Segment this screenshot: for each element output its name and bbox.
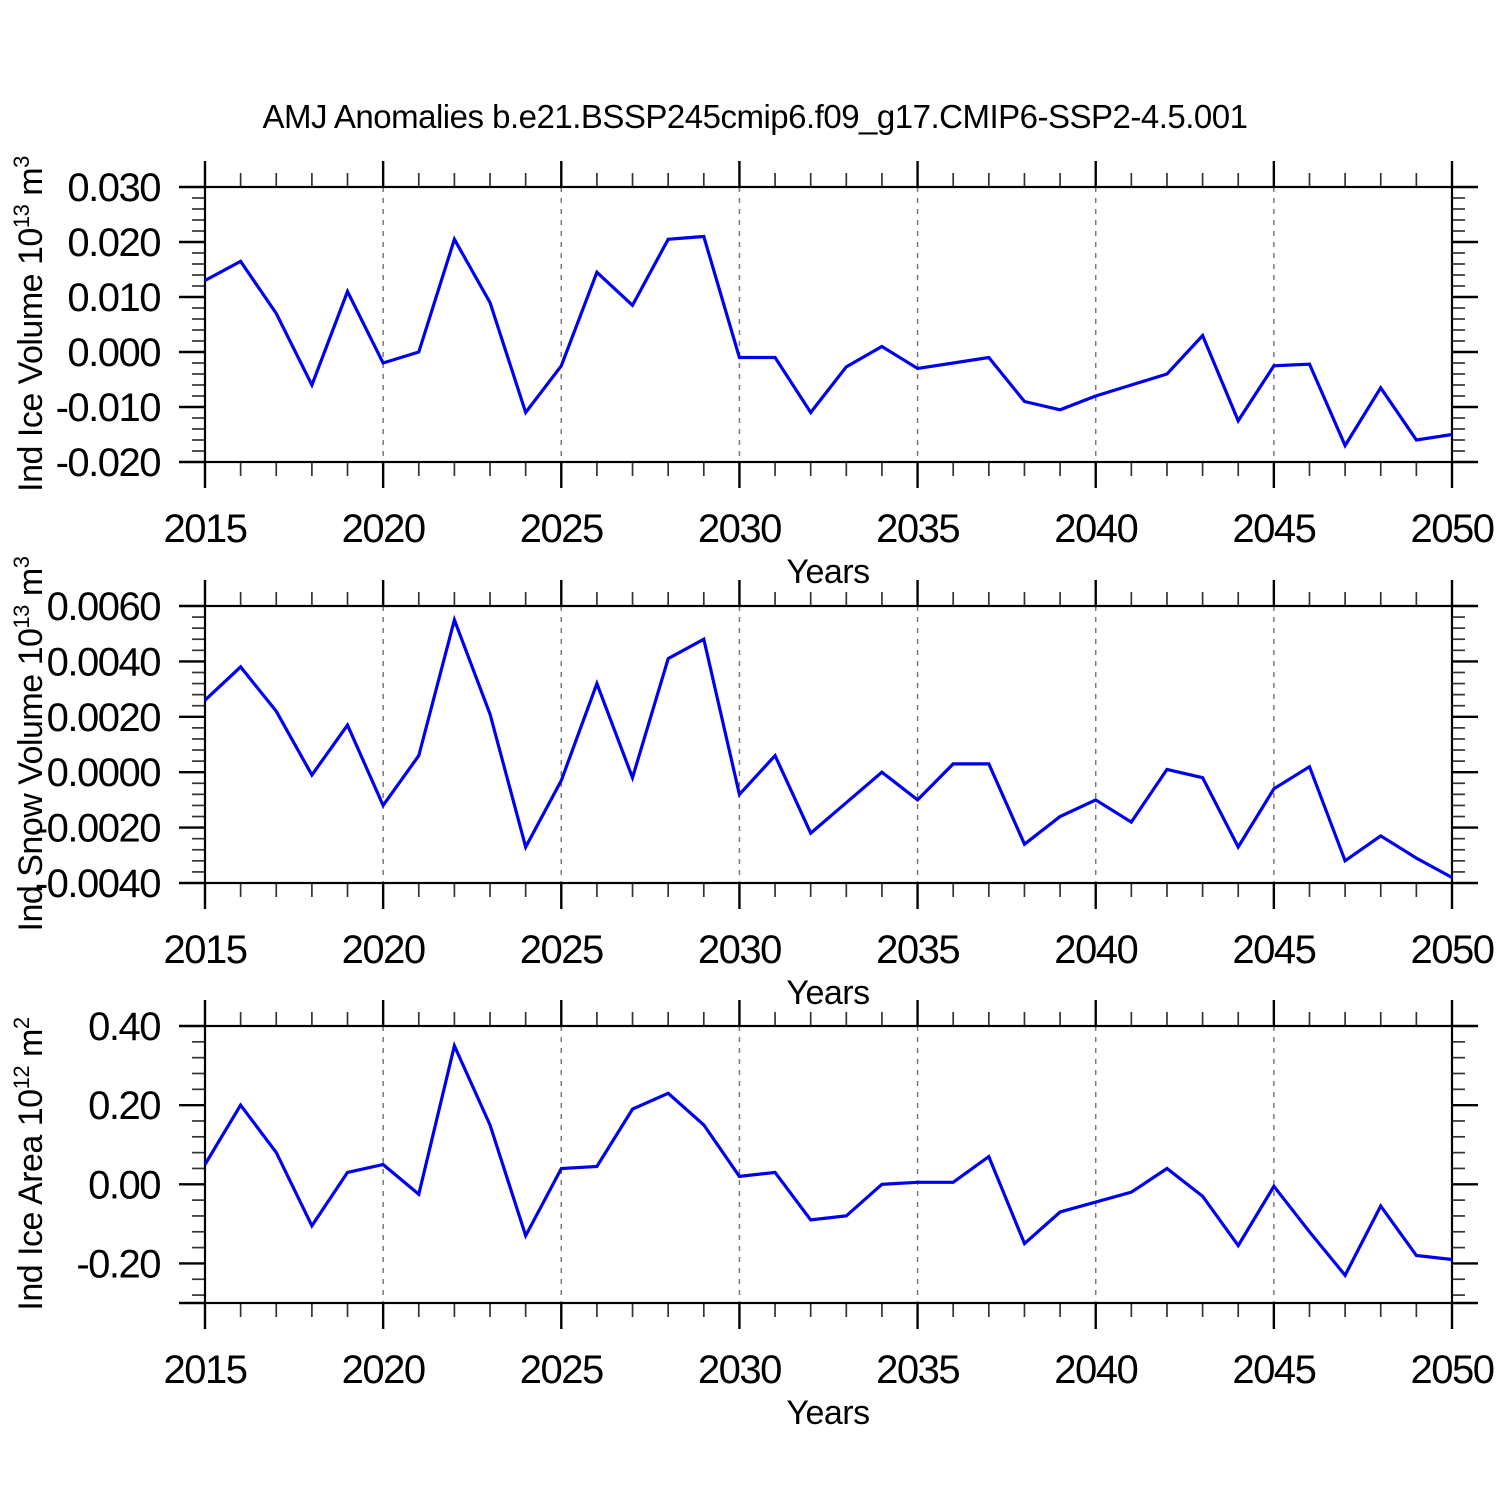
panel-ice-area: 0.40 0.20 0.00 -0.20 2015 2020 2025 2030 2035 204… [76, 1000, 1495, 1392]
y-axis-title-unit: m [12, 568, 50, 605]
x-tick-label: 2030 [698, 507, 781, 551]
x-axis-title-years-2: Years [786, 974, 869, 1012]
y-axis-title-text: Ind Snow Volume 10 [12, 629, 50, 932]
x-tick-label: 2025 [520, 928, 603, 972]
y-axis-title-exponent: 12 [9, 1066, 34, 1090]
plot-border [203, 185, 1454, 464]
x-axis-title-years-1: Years [786, 553, 869, 591]
y-axis-title-ice-area: Ind Ice Area 1012 m2 [9, 1017, 50, 1311]
x-tick-label: 2020 [342, 1348, 425, 1392]
y-axis-title-snow-volume: Ind Snow Volume 1013 m3 [9, 556, 50, 931]
x-tick-label: 2040 [1054, 507, 1137, 551]
y-tick-label: 0.20 [88, 1084, 160, 1128]
y-tick-label: 0.40 [88, 1005, 160, 1049]
x-tick-label: 2035 [876, 928, 959, 972]
x-tick-label: 2040 [1054, 1348, 1137, 1392]
series-line [203, 614, 1453, 879]
y-tick-label: -0.0040 [35, 862, 160, 906]
x-tick-label: 2045 [1232, 928, 1315, 972]
y-tick-label: -0.20 [76, 1242, 160, 1286]
y-tick-label: 0.030 [67, 166, 160, 210]
x-tick-label: 2030 [698, 1348, 781, 1392]
x-tick-label: 2050 [1411, 507, 1494, 551]
y-axis-title-text: Ind Ice Volume 10 [12, 228, 50, 492]
x-tick-label: 2050 [1411, 1348, 1494, 1392]
plot-border [203, 604, 1454, 885]
y-tick-label: 0.010 [67, 276, 160, 320]
x-tick-label: 2050 [1411, 928, 1494, 972]
x-tick-label: 2020 [342, 507, 425, 551]
y-tick-label: -0.010 [56, 386, 161, 430]
y-axis-title-ice-volume: Ind Ice Volume 1013 m3 [9, 156, 50, 492]
x-tick-label: 2015 [164, 928, 247, 972]
y-axis-title-exponent: 13 [9, 204, 34, 228]
y-axis-title-unit-exponent: 3 [9, 556, 34, 568]
y-tick-label: 0.00 [88, 1163, 160, 1207]
x-tick-label: 2035 [876, 1348, 959, 1392]
x-tick-label: 2035 [876, 507, 959, 551]
x-tick-label: 2020 [342, 928, 425, 972]
x-tick-label: 2025 [520, 1348, 603, 1392]
panel-snow-volume: 0.00600.00400.00200.0000-0.0020-0.004020… [35, 580, 1495, 972]
plot-border [203, 1024, 1454, 1305]
x-tick-label: 2040 [1054, 928, 1137, 972]
x-tick-label: 2025 [520, 507, 603, 551]
chart-title: AMJ Anomalies b.e21.BSSP245cmip6.f09_g17… [263, 98, 1248, 135]
y-tick-label: -0.020 [56, 441, 161, 485]
y-axis-title-exponent: 13 [9, 605, 34, 629]
y-tick-label: 0.000 [67, 331, 160, 375]
x-tick-label: 2045 [1232, 507, 1315, 551]
y-axis-title-unit-exponent: 3 [9, 156, 34, 168]
x-axis-title-years-3: Years [786, 1394, 869, 1432]
y-axis-title-text: Ind Ice Area 10 [12, 1089, 50, 1310]
series-line [204, 234, 1453, 449]
y-tick-label: 0.0020 [47, 696, 161, 740]
y-axis-title-unit: m [12, 1029, 50, 1066]
y-tick-label: 0.0000 [47, 751, 161, 795]
y-tick-label: 0.0040 [47, 640, 161, 684]
x-tick-label: 2045 [1232, 1348, 1315, 1392]
y-tick-label: 0.020 [67, 221, 160, 265]
y-axis-title-unit-exponent: 2 [9, 1017, 34, 1029]
y-axis-title-unit: m [12, 168, 50, 205]
y-tick-label: -0.0020 [35, 807, 160, 851]
x-tick-label: 2030 [698, 928, 781, 972]
x-tick-label: 2015 [164, 1348, 247, 1392]
series-line [203, 1040, 1453, 1279]
x-tick-label: 2015 [164, 507, 247, 551]
y-tick-label: 0.0060 [47, 585, 161, 629]
